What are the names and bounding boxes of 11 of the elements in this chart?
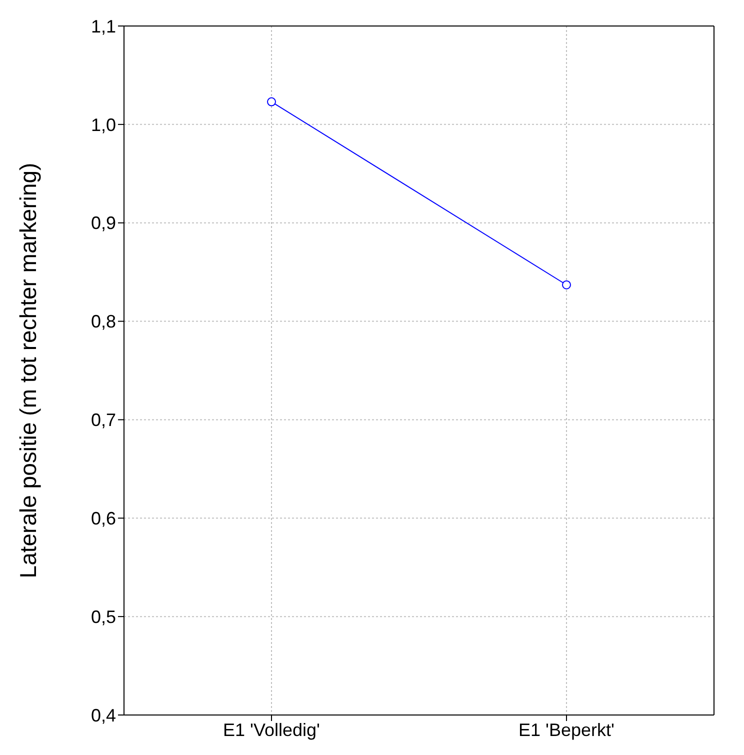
y-tick-label: 1,0 [90, 114, 116, 135]
x-tick-label: E1 'Volledig' [223, 720, 320, 740]
y-axis-title: Laterale positie (m tot rechter markering) [15, 162, 42, 578]
y-tick-label: 0,7 [90, 410, 116, 430]
y-tick-label: 1,1 [90, 16, 116, 36]
y-tick-label: 0,5 [90, 606, 116, 627]
y-tick-label: 0,6 [90, 508, 116, 529]
y-tick-label: 0,8 [90, 312, 116, 332]
y-tick-label: 0,9 [90, 213, 116, 234]
y-tick-label: 0,4 [90, 705, 116, 726]
x-tick-label: E1 'Beperkt' [518, 720, 614, 740]
